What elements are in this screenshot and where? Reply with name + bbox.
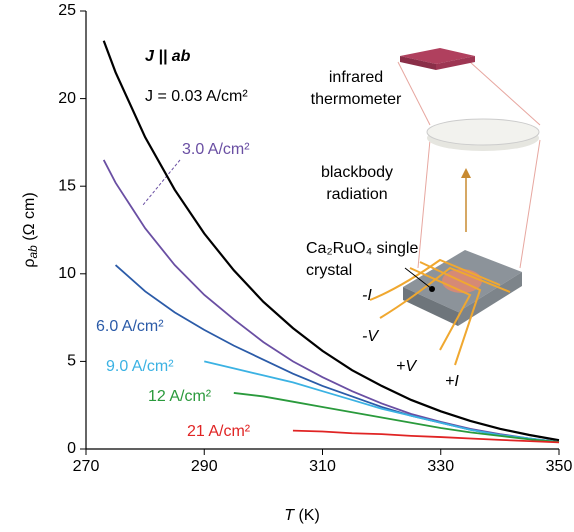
annotation: +V — [396, 358, 417, 375]
series-label: 9.0 A/cm² — [106, 358, 174, 375]
y-tick-label: 5 — [67, 353, 76, 370]
annotation: -V — [362, 328, 379, 345]
x-axis-label: T (K) — [284, 507, 320, 524]
y-tick-label: 0 — [67, 440, 76, 457]
x-tick-label: 310 — [309, 458, 336, 475]
x-tick-label: 330 — [427, 458, 454, 475]
x-tick-label: 350 — [546, 458, 573, 475]
x-tick-label: 270 — [73, 458, 100, 475]
series-label: J = 0.03 A/cm² — [145, 88, 248, 105]
series-label: 6.0 A/cm² — [96, 318, 164, 335]
y-tick-label: 25 — [58, 2, 76, 19]
axes — [86, 11, 559, 449]
annotation: +I — [445, 373, 459, 390]
y-tick-label: 10 — [58, 265, 76, 282]
chart: ρab (Ω cm) T (K) 270 290 310 330 350 0 5 10 15 20… — [0, 0, 574, 532]
series-label: 21 A/cm² — [187, 423, 251, 440]
y-tick-label: 20 — [58, 90, 76, 107]
y-tick-label: 15 — [58, 177, 76, 194]
series-label: 3.0 A/cm² — [182, 141, 250, 158]
y-axis-label: ρab (Ω cm) — [21, 192, 40, 267]
annotation: -I — [362, 287, 372, 304]
series-label: 12 A/cm² — [148, 388, 212, 405]
annotation: J || ab — [145, 48, 191, 65]
x-tick-label: 290 — [191, 458, 218, 475]
